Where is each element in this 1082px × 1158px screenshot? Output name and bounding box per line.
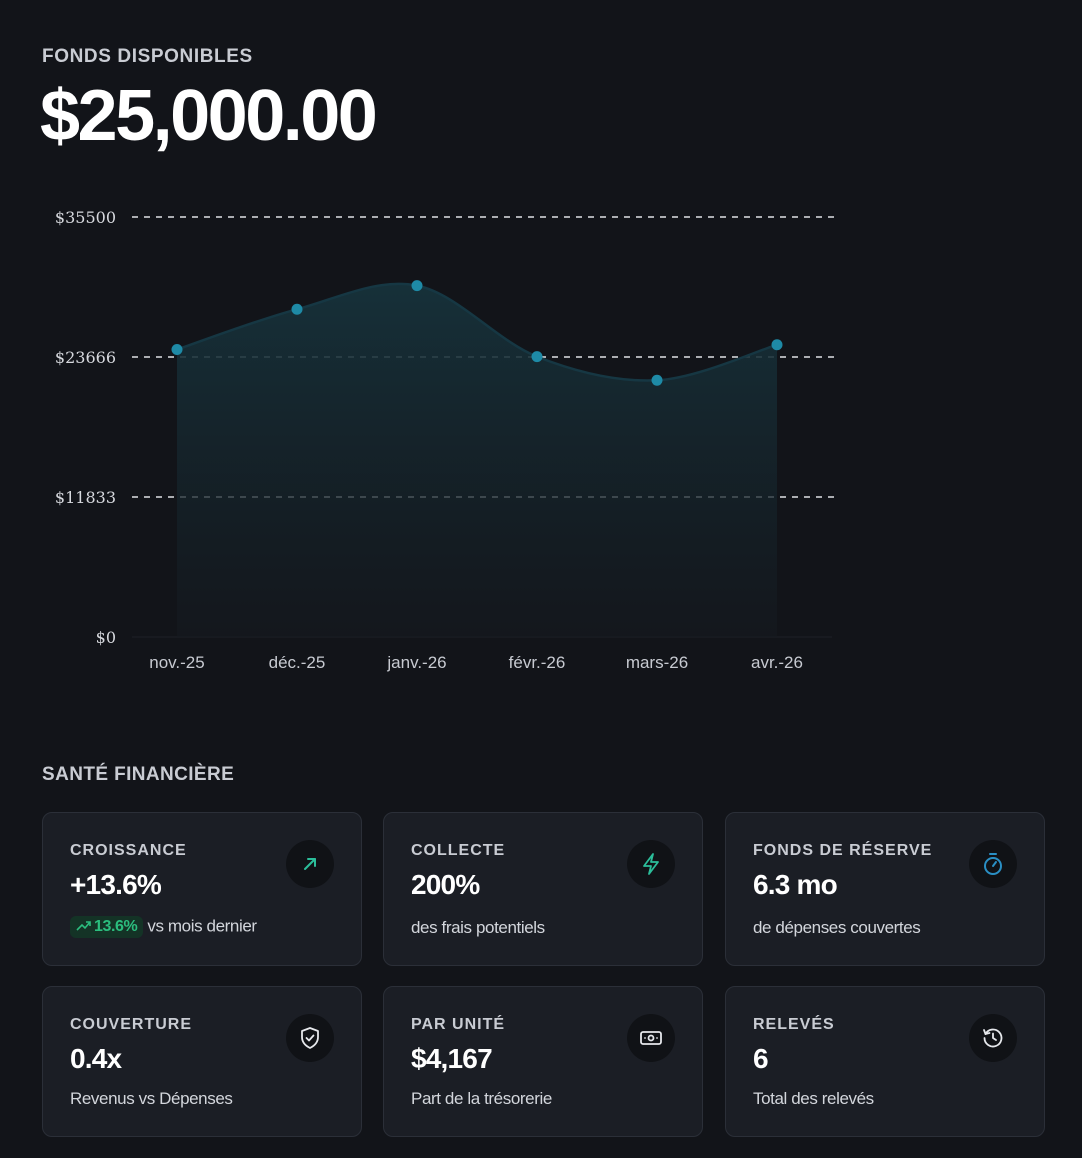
card-subtitle-row: 13.6% vs mois dernier [70,916,257,938]
x-tick-label: mars-26 [626,653,688,672]
section-title: SANTÉ FINANCIÈRE [42,764,235,785]
trend-badge-value: 13.6% [94,918,138,935]
card-label: CROISSANCE [70,842,187,859]
card-subtitle: des frais potentiels [411,918,545,937]
funds-label: FONDS DISPONIBLES [42,46,253,67]
x-tick-label: janv.-26 [386,653,446,672]
coverage-card: COUVERTURE 0.4x Revenus vs Dépenses [42,986,362,1137]
card-value: 200% [411,869,480,900]
data-point [411,280,423,292]
x-tick-label: déc.-25 [269,653,326,672]
card-subtitle: Revenus vs Dépenses [70,1089,233,1108]
arrow-up-right-icon [286,840,334,888]
data-point [771,339,783,351]
area-fill [177,283,777,637]
series-line [176,282,778,382]
y-tick-label: $35500 [55,208,116,227]
y-tick-label: $23666 [55,348,116,367]
card-label: RELEVÉS [753,1016,835,1033]
timer-icon [969,840,1017,888]
statements-card: RELEVÉS 6 Total des relevés [725,986,1045,1137]
card-label: COLLECTE [411,842,506,859]
card-label: COUVERTURE [70,1016,193,1033]
card-value: 0.4x [70,1043,122,1074]
card-label: PAR UNITÉ [411,1016,506,1033]
history-icon [969,1014,1017,1062]
banknote-icon [627,1014,675,1062]
per-unit-card: PAR UNITÉ $4,167 Part de la trésorerie [383,986,703,1137]
card-value: +13.6% [70,869,162,900]
card-subtitle: Part de la trésorerie [411,1089,552,1108]
collection-card: COLLECTE 200% des frais potentiels [383,812,703,966]
card-subtitle: Total des relevés [753,1089,874,1108]
trend-badge: 13.6% [70,916,144,938]
y-tick-label: $11833 [55,488,116,507]
reserve-card: FONDS DE RÉSERVE 6.3 mo de dépenses couv… [725,812,1045,966]
growth-card: CROISSANCE +13.6% 13.6% vs mois dernier [42,812,362,966]
x-tick-label: avr.-26 [751,653,803,672]
card-subtitle: vs mois dernier [147,916,257,936]
funds-value: $25,000.00 [40,76,378,156]
data-point [171,344,183,356]
x-tick-label: févr.-26 [509,653,566,672]
card-value: 6.3 mo [753,869,838,900]
data-point [651,374,663,386]
balance-chart: $0 $11833 $23666 $35500 nov.-25 déc.-25 janv.… [55,208,836,672]
shield-check-icon [286,1014,334,1062]
card-value: 6 [753,1043,769,1074]
x-tick-label: nov.-25 [149,653,204,672]
card-value: $4,167 [411,1043,493,1074]
card-subtitle: de dépenses couvertes [753,918,921,937]
card-label: FONDS DE RÉSERVE [753,842,933,859]
lightning-icon [627,840,675,888]
trend-up-icon [76,921,91,931]
y-tick-label: $0 [96,628,116,647]
data-point [291,303,303,315]
data-point [531,351,543,363]
